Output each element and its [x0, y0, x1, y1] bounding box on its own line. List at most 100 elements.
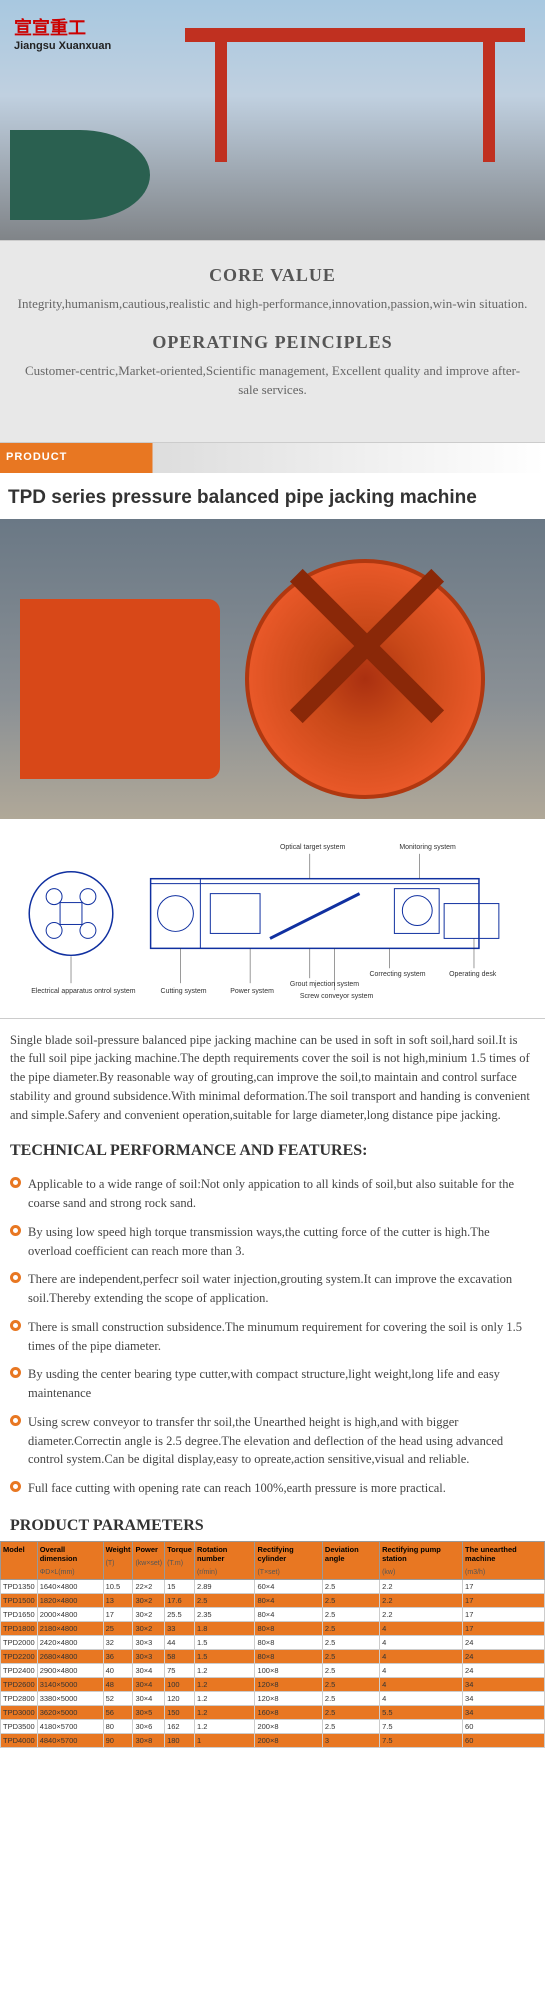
- table-cell: 80×4: [255, 1607, 322, 1621]
- svg-text:Screw conveyor system: Screw conveyor system: [300, 993, 374, 1000]
- table-cell: 30×4: [133, 1677, 165, 1691]
- table-cell: 2.5: [322, 1593, 379, 1607]
- gantry-crane: [185, 8, 525, 168]
- table-cell: 1640×4800: [37, 1579, 103, 1593]
- table-cell: 160×8: [255, 1705, 322, 1719]
- table-cell: 24: [463, 1663, 545, 1677]
- table-cell: 2.5: [322, 1635, 379, 1649]
- table-cell: 17: [463, 1593, 545, 1607]
- table-cell: 2.5: [322, 1705, 379, 1719]
- table-cell: 2.89: [194, 1579, 255, 1593]
- table-cell: 17: [103, 1607, 133, 1621]
- table-cell: 2420×4800: [37, 1635, 103, 1649]
- table-cell: 2.5: [322, 1719, 379, 1733]
- table-row: TPD24002900×48004030×4751.2100×82.5424: [1, 1663, 545, 1677]
- parameters-heading: PRODUCT PARAMETERS: [0, 1507, 545, 1541]
- table-cell: 25.5: [165, 1607, 195, 1621]
- table-cell: 48: [103, 1677, 133, 1691]
- svg-text:Electrical apparatus ontrol sy: Electrical apparatus ontrol system: [31, 988, 136, 995]
- feature-item: Applicable to a wide range of soil:Not o…: [10, 1170, 535, 1218]
- table-cell: 120: [165, 1691, 195, 1705]
- table-cell: 2180×4800: [37, 1621, 103, 1635]
- svg-text:Optical target system: Optical target system: [280, 843, 346, 850]
- table-cell: 1.2: [194, 1719, 255, 1733]
- table-cell: 4840×5700: [37, 1733, 103, 1747]
- table-cell: 180: [165, 1733, 195, 1747]
- table-cell: 200×8: [255, 1719, 322, 1733]
- table-cell: 1: [194, 1733, 255, 1747]
- table-cell: 34: [463, 1677, 545, 1691]
- table-cell: TPD1800: [1, 1621, 38, 1635]
- table-cell: 120×8: [255, 1677, 322, 1691]
- core-values: CORE VALUE Integrity,humanism,cautious,r…: [0, 240, 545, 443]
- table-cell: 7.5: [380, 1733, 463, 1747]
- feature-item: Full face cutting with opening rate can …: [10, 1474, 535, 1503]
- logo: 宣宣重工 Jiangsu Xuanxuan: [14, 14, 111, 52]
- table-row: TPD22002680×48003630×3581.580×82.5424: [1, 1649, 545, 1663]
- table-header: Rotation number(r/min): [194, 1541, 255, 1579]
- svg-text:Operating desk: Operating desk: [449, 971, 497, 978]
- table-cell: TPD2600: [1, 1677, 38, 1691]
- table-cell: 4: [380, 1649, 463, 1663]
- table-cell: 200×8: [255, 1733, 322, 1747]
- table-cell: 17.6: [165, 1593, 195, 1607]
- product-image: [0, 519, 545, 819]
- table-cell: 30×2: [133, 1607, 165, 1621]
- table-cell: TPD2400: [1, 1663, 38, 1677]
- table-cell: TPD3000: [1, 1705, 38, 1719]
- table-cell: 40: [103, 1663, 133, 1677]
- table-header: The unearthed machine(m3/h): [463, 1541, 545, 1579]
- principles-text: Customer-centric,Market-oriented,Scienti…: [16, 361, 529, 400]
- svg-text:Monitoring system: Monitoring system: [399, 843, 456, 850]
- table-cell: 30×3: [133, 1635, 165, 1649]
- logo-cn: 宣宣重工: [14, 14, 111, 40]
- table-cell: 60: [463, 1719, 545, 1733]
- table-cell: TPD2000: [1, 1635, 38, 1649]
- principles-heading: OPERATING PEINCIPLES: [16, 332, 529, 353]
- table-cell: 100: [165, 1677, 195, 1691]
- table-cell: 34: [463, 1705, 545, 1719]
- table-cell: 4: [380, 1635, 463, 1649]
- logo-en: Jiangsu Xuanxuan: [14, 40, 111, 52]
- table-cell: TPD1500: [1, 1593, 38, 1607]
- product-label: PRODUCT: [6, 451, 67, 463]
- table-cell: 58: [165, 1649, 195, 1663]
- table-cell: TPD4000: [1, 1733, 38, 1747]
- table-cell: 30×8: [133, 1733, 165, 1747]
- table-row: TPD16502000×48001730×225.52.3580×42.52.2…: [1, 1607, 545, 1621]
- table-cell: 4: [380, 1677, 463, 1691]
- table-row: TPD18002180×48002530×2331.880×82.5417: [1, 1621, 545, 1635]
- table-cell: 32: [103, 1635, 133, 1649]
- table-cell: 90: [103, 1733, 133, 1747]
- feature-item: By using low speed high torque transmiss…: [10, 1218, 535, 1266]
- table-cell: 2.5: [322, 1677, 379, 1691]
- table-cell: 150: [165, 1705, 195, 1719]
- table-header: Power(kw×set): [133, 1541, 165, 1579]
- table-cell: 22×2: [133, 1579, 165, 1593]
- table-cell: TPD2800: [1, 1691, 38, 1705]
- table-cell: 30×4: [133, 1691, 165, 1705]
- table-cell: 80×4: [255, 1593, 322, 1607]
- table-cell: 1.8: [194, 1621, 255, 1635]
- table-cell: 52: [103, 1691, 133, 1705]
- table-cell: 30×6: [133, 1719, 165, 1733]
- table-cell: 2.2: [380, 1579, 463, 1593]
- table-cell: 33: [165, 1621, 195, 1635]
- core-value-text: Integrity,humanism,cautious,realistic an…: [16, 294, 529, 314]
- table-cell: 10.5: [103, 1579, 133, 1593]
- table-cell: 1.2: [194, 1663, 255, 1677]
- table-row: TPD13501640×480010.522×2152.8960×42.52.2…: [1, 1579, 545, 1593]
- table-cell: 3140×5000: [37, 1677, 103, 1691]
- table-cell: 7.5: [380, 1719, 463, 1733]
- table-cell: 15: [165, 1579, 195, 1593]
- product-bar: PRODUCT: [0, 443, 545, 473]
- table-row: TPD15001820×48001330×217.62.580×42.52.21…: [1, 1593, 545, 1607]
- table-cell: 30×3: [133, 1649, 165, 1663]
- table-cell: 3620×5000: [37, 1705, 103, 1719]
- table-cell: 30×2: [133, 1593, 165, 1607]
- table-cell: 60: [463, 1733, 545, 1747]
- tank-shape: [10, 130, 150, 220]
- table-header: Rectifying pump station(kw): [380, 1541, 463, 1579]
- table-header: Overall dimensionΦD×L(mm): [37, 1541, 103, 1579]
- table-cell: 34: [463, 1691, 545, 1705]
